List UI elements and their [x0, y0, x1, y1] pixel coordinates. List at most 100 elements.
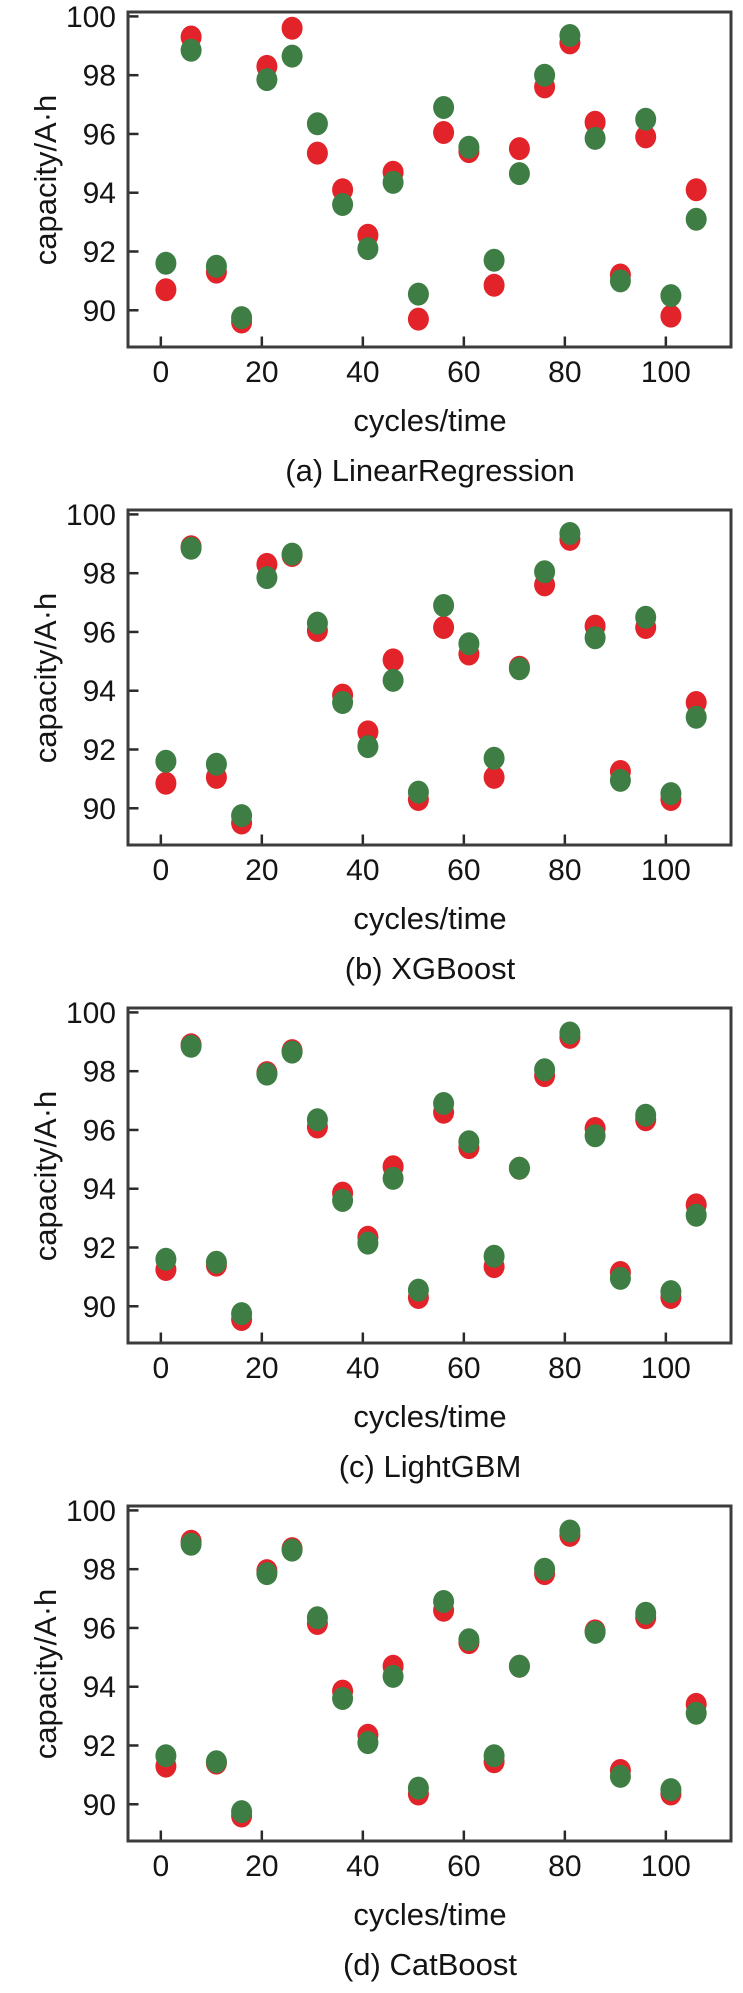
- red-series-point: [433, 616, 455, 639]
- red-series-point: [635, 125, 657, 149]
- red-series-point: [483, 765, 505, 789]
- green-series-point: [205, 752, 227, 776]
- x-tick-label: 60: [447, 1850, 480, 1883]
- green-series-point: [357, 1731, 379, 1755]
- green-series-point: [534, 1557, 556, 1581]
- y-tick-label: 98: [83, 558, 116, 591]
- y-tick-label: 94: [83, 675, 116, 708]
- y-tick-label: 96: [83, 118, 116, 151]
- green-series-point: [357, 1231, 379, 1255]
- green-series-point: [281, 542, 303, 566]
- chart-block-b: 90 92 94 96 98 100 0 20 40 60 80 100 capacity/A·h c…: [0, 498, 743, 996]
- green-series-point: [685, 705, 707, 729]
- chart-caption: (d) CatBoost: [343, 1947, 517, 1982]
- green-series-point: [635, 107, 657, 131]
- y-tick-label: 90: [83, 793, 116, 826]
- y-tick-label: 96: [83, 1114, 116, 1147]
- green-series-point: [205, 1750, 227, 1774]
- green-series-point: [382, 668, 404, 692]
- y-tick-label: 98: [83, 1056, 116, 1089]
- green-series-point: [407, 282, 429, 306]
- red-series-point: [660, 304, 682, 328]
- chart-caption: (a) LinearRegression: [285, 453, 574, 488]
- y-tick-label: 92: [83, 734, 116, 767]
- axes-frame: [126, 1504, 733, 1843]
- green-series-point: [205, 254, 227, 278]
- green-series-point: [231, 1302, 253, 1326]
- green-series-point: [155, 1744, 177, 1768]
- red-series-point: [508, 137, 530, 161]
- green-series-point: [332, 193, 354, 216]
- y-tick-label: 98: [83, 60, 116, 93]
- x-tick-label: 0: [152, 1352, 169, 1385]
- green-series-point: [231, 306, 253, 330]
- scatter-chart-xgboost: 90 92 94 96 98 100 0 20 40 60 80 100 capacity/A·h c…: [28, 499, 733, 986]
- green-series-point: [685, 1203, 707, 1227]
- y-tick-label: 92: [83, 236, 116, 269]
- y-axis-label: capacity/A·h: [28, 593, 63, 764]
- green-series-point: [660, 782, 682, 806]
- scatter-chart-linearregression: 90 92 94 96 98 100 0 20 40 60 80 100 capacity/A·h c…: [28, 1, 733, 488]
- green-series-point: [609, 1266, 631, 1290]
- green-series-point: [685, 207, 707, 231]
- green-series-point: [458, 632, 480, 656]
- y-tick-label: 96: [83, 1612, 116, 1645]
- y-tick-label: 100: [66, 997, 116, 1030]
- x-tick-label: 0: [152, 1850, 169, 1883]
- red-series-point: [306, 141, 328, 165]
- green-series-point: [382, 1166, 404, 1190]
- green-series-point: [332, 691, 354, 714]
- y-tick-label: 96: [83, 616, 116, 649]
- y-tick-label: 100: [66, 1495, 116, 1528]
- red-series-point: [155, 278, 177, 302]
- y-tick-label: 92: [83, 1730, 116, 1763]
- green-series-point: [231, 1800, 253, 1824]
- green-series-point: [306, 611, 328, 635]
- x-tick-label: 40: [346, 356, 379, 389]
- green-series-point: [635, 605, 657, 629]
- green-series-point: [256, 68, 278, 92]
- green-series-point: [306, 1606, 328, 1630]
- green-series-point: [155, 1247, 177, 1271]
- x-axis-label: cycles/time: [353, 1399, 506, 1434]
- green-series-point: [508, 1654, 530, 1678]
- green-series-point: [281, 44, 303, 68]
- axes-frame: [126, 10, 733, 349]
- red-series-point: [433, 121, 455, 144]
- green-series-point: [205, 1250, 227, 1274]
- x-tick-label: 0: [152, 356, 169, 389]
- red-series-point: [382, 648, 404, 672]
- chart-block-d: 90 92 94 96 98 100 0 20 40 60 80 100 capacity/A·h c…: [0, 1494, 743, 1992]
- green-series-point: [508, 657, 530, 681]
- x-tick-label: 20: [245, 854, 278, 887]
- chart-caption: (c) LightGBM: [339, 1449, 522, 1484]
- y-axis-label: capacity/A·h: [28, 1091, 63, 1262]
- x-tick-label: 40: [346, 1352, 379, 1385]
- x-tick-label: 80: [548, 1850, 581, 1883]
- green-series-point: [635, 1601, 657, 1625]
- green-series-point: [180, 1034, 202, 1058]
- green-series-point: [635, 1103, 657, 1127]
- y-tick-label: 94: [83, 177, 116, 210]
- x-tick-label: 20: [245, 1850, 278, 1883]
- green-series-point: [609, 269, 631, 293]
- green-series-point: [306, 1108, 328, 1132]
- scatter-chart-catboost: 90 92 94 96 98 100 0 20 40 60 80 100 capacity/A·h c…: [28, 1495, 733, 1982]
- y-tick-label: 90: [83, 295, 116, 328]
- green-series-point: [559, 522, 581, 545]
- green-series-point: [306, 112, 328, 136]
- green-series-point: [433, 96, 455, 119]
- green-series-point: [256, 1562, 278, 1586]
- green-series-point: [382, 1664, 404, 1688]
- red-series-point: [483, 273, 505, 297]
- green-series-point: [660, 284, 682, 308]
- green-series-point: [407, 1776, 429, 1800]
- axes-frame: [126, 1006, 733, 1345]
- green-series-point: [332, 1687, 354, 1710]
- green-series-point: [584, 626, 606, 650]
- x-tick-label: 100: [641, 854, 691, 887]
- green-series-point: [483, 1244, 505, 1268]
- y-tick-label: 90: [83, 1789, 116, 1822]
- red-series-point: [685, 178, 707, 202]
- y-tick-label: 90: [83, 1291, 116, 1324]
